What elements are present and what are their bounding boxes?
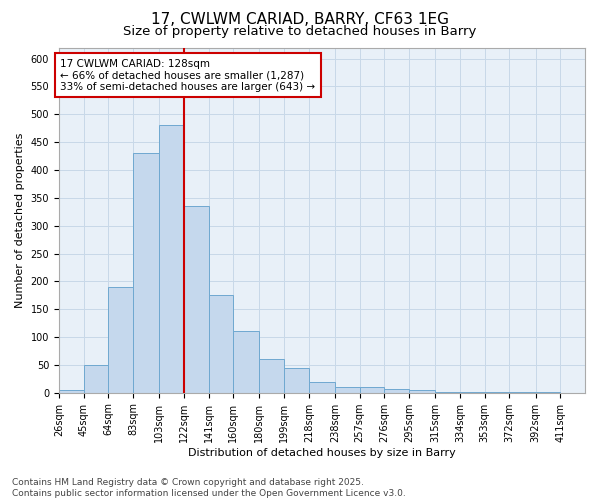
- Bar: [409, 390, 435, 392]
- Bar: [335, 387, 360, 392]
- Bar: [233, 332, 259, 392]
- Bar: [83, 365, 109, 392]
- Bar: [259, 360, 284, 392]
- Y-axis label: Number of detached properties: Number of detached properties: [15, 132, 25, 308]
- Bar: [309, 382, 335, 392]
- Bar: [284, 368, 309, 392]
- Bar: [133, 154, 159, 392]
- Bar: [109, 287, 133, 393]
- Bar: [184, 206, 209, 392]
- Text: Contains HM Land Registry data © Crown copyright and database right 2025.
Contai: Contains HM Land Registry data © Crown c…: [12, 478, 406, 498]
- Bar: [385, 389, 409, 392]
- Bar: [360, 387, 385, 392]
- Text: 17 CWLWM CARIAD: 128sqm
← 66% of detached houses are smaller (1,287)
33% of semi: 17 CWLWM CARIAD: 128sqm ← 66% of detache…: [60, 58, 316, 92]
- Bar: [209, 296, 233, 392]
- X-axis label: Distribution of detached houses by size in Barry: Distribution of detached houses by size …: [188, 448, 456, 458]
- Text: Size of property relative to detached houses in Barry: Size of property relative to detached ho…: [124, 25, 476, 38]
- Bar: [59, 390, 83, 392]
- Bar: [159, 126, 184, 392]
- Text: 17, CWLWM CARIAD, BARRY, CF63 1EG: 17, CWLWM CARIAD, BARRY, CF63 1EG: [151, 12, 449, 28]
